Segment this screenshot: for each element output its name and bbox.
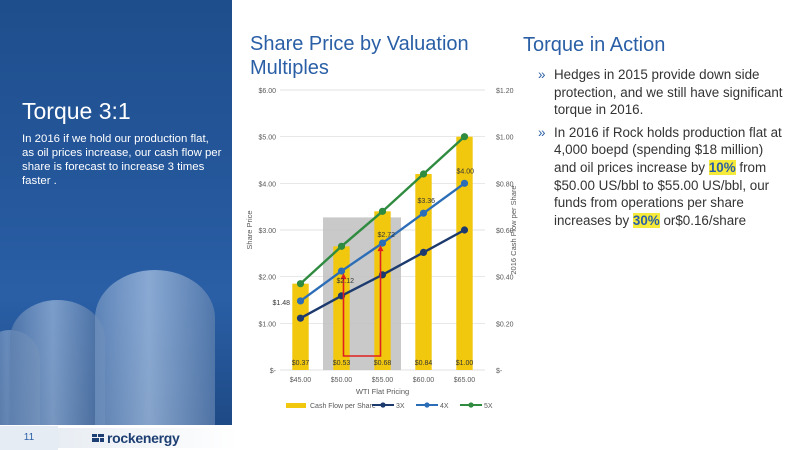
y-tick-label: $5.00 <box>258 135 276 142</box>
red-arrowhead <box>377 245 384 252</box>
y-tick-label: $4.00 <box>258 181 276 188</box>
storage-tank-image <box>10 300 105 425</box>
right-title: Torque in Action <box>523 34 666 56</box>
bar <box>333 246 350 370</box>
y2-tick-label: $0.40 <box>496 275 514 282</box>
bar <box>415 174 432 370</box>
share-price-chart: $- $1.00 $2.00 $3.00 $4.00 $5.00 $6.00 $- $0.20 $… <box>245 88 518 410</box>
legend-label: 3X <box>396 403 405 410</box>
rock-logo-icon <box>92 434 104 442</box>
bullet-text: from $50.00 US/bbl to $55.00 US/bbl, our… <box>554 159 770 228</box>
red-arrow <box>342 249 382 357</box>
series-point <box>419 170 428 178</box>
line-data-label: $1.48 <box>273 300 291 307</box>
y2-tick-label: $1.00 <box>496 135 514 142</box>
storage-tank-image <box>95 270 215 425</box>
series-point <box>296 280 305 288</box>
legend-swatch <box>286 403 306 408</box>
x-tick-label: $55.00 <box>372 377 394 384</box>
logo-backdrop <box>58 428 238 448</box>
left-panel-text: In 2016 if we hold our production flat, … <box>22 133 222 187</box>
red-arrowhead <box>340 273 347 280</box>
x-tick-label: $65.00 <box>454 377 476 384</box>
legend-marker <box>468 402 474 408</box>
bullet-item: » In 2016 if Rock holds production flat … <box>538 124 788 230</box>
x-axis-title: WTI Flat Pricing <box>356 387 409 396</box>
series-point <box>419 248 428 256</box>
line-data-label: $4.00 <box>457 168 475 175</box>
series-point <box>378 239 387 247</box>
series-point <box>419 209 428 217</box>
series-point <box>460 179 469 187</box>
line-data-label: $2.72 <box>378 232 396 239</box>
chart-heading: Share Price by Valuation Multiples <box>250 33 469 79</box>
series-point <box>378 207 387 215</box>
highlight-percent: 30% <box>632 212 660 228</box>
legend-label: Cash Flow per Share <box>310 403 376 410</box>
y2-tick-label: $- <box>496 368 503 375</box>
legend-label: 4X <box>440 403 449 410</box>
series-point <box>337 267 346 275</box>
y2-tick-label: $0.20 <box>496 321 514 328</box>
left-panel: Torque 3:1 In 2016 if we hold our produc… <box>0 0 232 425</box>
series-point <box>460 133 469 141</box>
bullet-item: » Hedges in 2015 provide down side prote… <box>538 66 788 119</box>
x-tick-label: $50.00 <box>331 377 353 384</box>
y-tick-label: $6.00 <box>258 88 276 95</box>
y2-axis-title: 2016 Cash Flow per Share <box>509 185 518 274</box>
bullet-marker-icon: » <box>538 124 546 140</box>
bullet-marker-icon: » <box>538 67 546 82</box>
y2-tick-label: $0.60 <box>496 228 514 235</box>
y2-tick-label: $1.20 <box>496 88 514 95</box>
series-point <box>337 242 346 250</box>
left-panel-title: Torque 3:1 <box>22 98 131 124</box>
x-tick-label: $60.00 <box>413 377 435 384</box>
bar <box>456 136 473 370</box>
y-tick-label: $2.00 <box>258 275 276 282</box>
line-data-label: $3.36 <box>418 198 436 205</box>
y-tick-label: $- <box>270 368 277 375</box>
bar <box>292 283 309 370</box>
legend-marker <box>424 402 430 408</box>
bullet-text: Hedges in 2015 provide down side protect… <box>554 67 783 118</box>
y2-tick-label: $0.80 <box>496 181 514 188</box>
series-point <box>460 226 469 234</box>
x-tick-label: $45.00 <box>290 377 312 384</box>
page-number: 11 <box>0 426 58 450</box>
bar-data-label: $0.68 <box>374 360 392 367</box>
series-point <box>296 297 305 305</box>
line-data-label: $2.12 <box>337 278 355 285</box>
bullet-text: In 2016 if Rock holds production flat at… <box>554 124 782 175</box>
bar-data-label: $0.37 <box>292 360 310 367</box>
bar-data-label: $1.00 <box>456 360 474 367</box>
bar-data-label: $0.53 <box>333 360 351 367</box>
company-logo-text: rockenergy <box>107 430 180 446</box>
bar-data-label: $0.84 <box>415 360 433 367</box>
bullet-text: or$0.16/share <box>659 212 747 228</box>
series-point <box>296 314 305 322</box>
highlight-percent: 10% <box>708 159 736 175</box>
legend-marker <box>380 402 386 408</box>
legend-label: 5X <box>484 403 493 410</box>
y-axis-title: Share Price <box>245 210 254 249</box>
y-tick-label: $3.00 <box>258 228 276 235</box>
bullet-list: » Hedges in 2015 provide down side prote… <box>538 66 788 234</box>
y-tick-label: $1.00 <box>258 321 276 328</box>
